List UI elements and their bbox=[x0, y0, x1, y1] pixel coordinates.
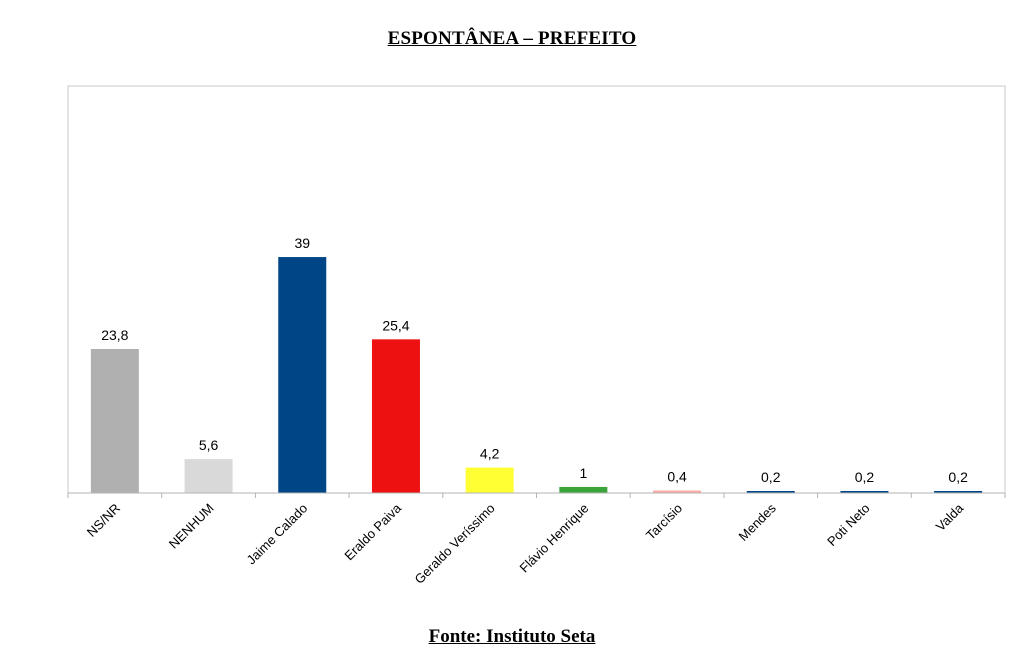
category-label-9: Valda bbox=[933, 500, 967, 534]
x-axis-ticks bbox=[67, 493, 1006, 498]
data-label-4: 4,2 bbox=[480, 446, 500, 462]
category-label-8: Poti Neto bbox=[824, 501, 872, 549]
data-label-3: 25,4 bbox=[382, 317, 409, 333]
data-label-9: 0,2 bbox=[948, 469, 968, 485]
data-label-2: 39 bbox=[294, 235, 310, 251]
category-label-5: Flávio Henrique bbox=[516, 501, 591, 576]
category-label-6: Tarcísio bbox=[643, 501, 685, 543]
category-label-1: NENHUM bbox=[166, 501, 217, 552]
data-label-5: 1 bbox=[579, 465, 587, 481]
chart-title: ESPONTÂNEA – PREFEITO bbox=[387, 28, 637, 49]
data-label-0: 23,8 bbox=[101, 327, 128, 343]
data-label-6: 0,4 bbox=[667, 469, 687, 485]
bar-0 bbox=[90, 349, 139, 493]
bar-8 bbox=[840, 491, 889, 493]
category-label-0: NS/NR bbox=[84, 501, 123, 540]
bar-2 bbox=[278, 257, 327, 493]
data-labels-layer: 23,8 5,6 39 25,4 4,2 1 0,4 0,2 0,2 0,2 bbox=[101, 235, 968, 485]
data-label-8: 0,2 bbox=[855, 469, 875, 485]
bar-9 bbox=[934, 491, 983, 493]
category-label-2: Jaime Calado bbox=[244, 501, 311, 568]
bar-7 bbox=[746, 491, 795, 493]
chart-source: Fonte: Instituto Seta bbox=[428, 626, 596, 647]
bar-4 bbox=[465, 467, 514, 493]
bar-3 bbox=[371, 339, 420, 493]
category-label-4: Geraldo Veríssimo bbox=[412, 501, 498, 587]
data-label-7: 0,2 bbox=[761, 469, 781, 485]
category-label-7: Mendes bbox=[736, 500, 780, 544]
bar-1 bbox=[184, 459, 233, 493]
category-label-3: Eraldo Paiva bbox=[341, 500, 404, 563]
bar-5 bbox=[559, 486, 608, 493]
bar-6 bbox=[653, 490, 702, 493]
category-labels-layer: NS/NR NENHUM Jaime Calado Eraldo Paiva Geral… bbox=[84, 500, 967, 587]
bars-layer bbox=[90, 257, 983, 493]
plot-area-frame bbox=[67, 85, 1006, 494]
data-label-1: 5,6 bbox=[199, 437, 219, 453]
